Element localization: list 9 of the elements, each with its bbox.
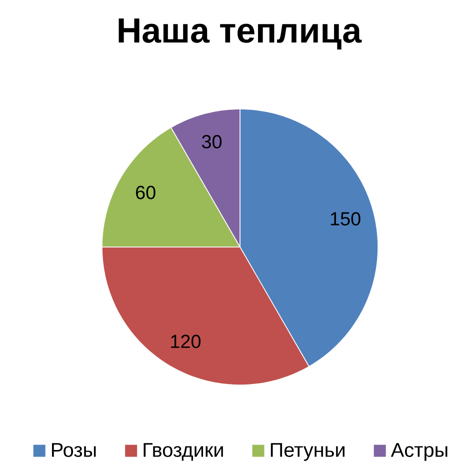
legend-label: Гвоздики [144, 443, 223, 461]
data-label: 150 [330, 212, 360, 226]
chart-title: Наша теплица [118, 18, 362, 50]
data-label: 120 [171, 334, 201, 348]
legend-label: Розы [52, 443, 96, 457]
legend-label: Астры [390, 443, 448, 461]
data-label: 30 [202, 134, 222, 148]
legend-label: Петуньи [270, 443, 344, 461]
data-label: 60 [136, 186, 156, 200]
